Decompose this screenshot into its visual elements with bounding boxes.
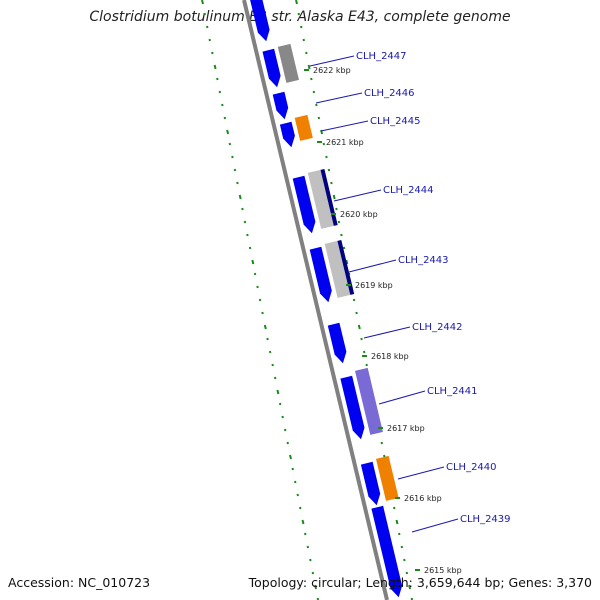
gene-label: CLH_2447	[356, 51, 407, 62]
map-title: Clostridium botulinum E3 str. Alaska E43…	[89, 9, 511, 25]
gene-box-2	[277, 43, 299, 83]
gc-dots-1	[201, 0, 320, 600]
gene-label-leader	[348, 259, 397, 273]
feature-track	[250, 0, 403, 598]
genome-summary-text: Topology: circular; Length: 3,659,644 bp…	[248, 575, 592, 590]
gene-label: CLH_2439	[460, 514, 511, 525]
gene-label: CLH_2441	[427, 386, 478, 397]
gene-label: CLH_2446	[364, 88, 415, 99]
kbp-tick-label: 2619 kbp	[355, 281, 393, 290]
cds-arrow-2	[262, 48, 281, 88]
accession-text: Accession: NC_010723	[8, 575, 151, 590]
gene-label-leader	[309, 55, 355, 67]
gene-label-leader	[411, 518, 459, 533]
cds-arrow-4	[279, 121, 295, 148]
gene-box-6	[355, 367, 383, 435]
kbp-tick-label: 2622 kbp	[313, 66, 351, 75]
gene-label-leader	[363, 326, 411, 339]
kbp-tick-label: 2621 kbp	[326, 138, 364, 147]
gene-box-edge-2	[337, 240, 355, 295]
label-track: CLH_2447 CLH_2446 CLH_2445 CLH_2444 CLH_2443…	[304, 51, 511, 575]
kbp-tick-label: 2617 kbp	[387, 424, 425, 433]
kbp-tick-label: 2618 kbp	[371, 352, 409, 361]
cds-arrow-7	[327, 322, 347, 364]
cds-arrow-5	[292, 175, 316, 234]
gene-label: CLH_2444	[383, 185, 434, 196]
gene-box-4	[307, 169, 334, 229]
gene-label: CLH_2442	[412, 322, 463, 333]
gc-content-track	[201, 0, 414, 600]
kbp-tick-label: 2615 kbp	[424, 566, 462, 575]
gene-label-leader	[378, 390, 426, 405]
cds-arrow-6	[309, 246, 332, 303]
gene-box-7	[376, 455, 399, 501]
gene-label: CLH_2445	[370, 116, 421, 127]
gene-label: CLH_2443	[398, 255, 449, 266]
gene-box-edge-1	[320, 169, 338, 226]
backbone	[242, 0, 389, 600]
kbp-tick-label: 2620 kbp	[340, 210, 378, 219]
gene-label-leader	[333, 189, 382, 202]
gene-label-leader	[320, 120, 369, 132]
gene-label: CLH_2440	[446, 462, 497, 473]
cds-arrow-10	[371, 505, 403, 598]
gene-label-leader	[315, 92, 363, 104]
cds-arrow-1	[250, 0, 270, 42]
gene-box-3	[294, 114, 313, 141]
cds-arrow-8	[340, 375, 365, 440]
gene-label-leader	[397, 466, 445, 480]
cds-arrow-3	[272, 91, 289, 120]
gene-box-5	[324, 240, 351, 298]
cds-arrow-9	[360, 461, 381, 506]
kbp-tick-label: 2616 kbp	[404, 494, 442, 503]
